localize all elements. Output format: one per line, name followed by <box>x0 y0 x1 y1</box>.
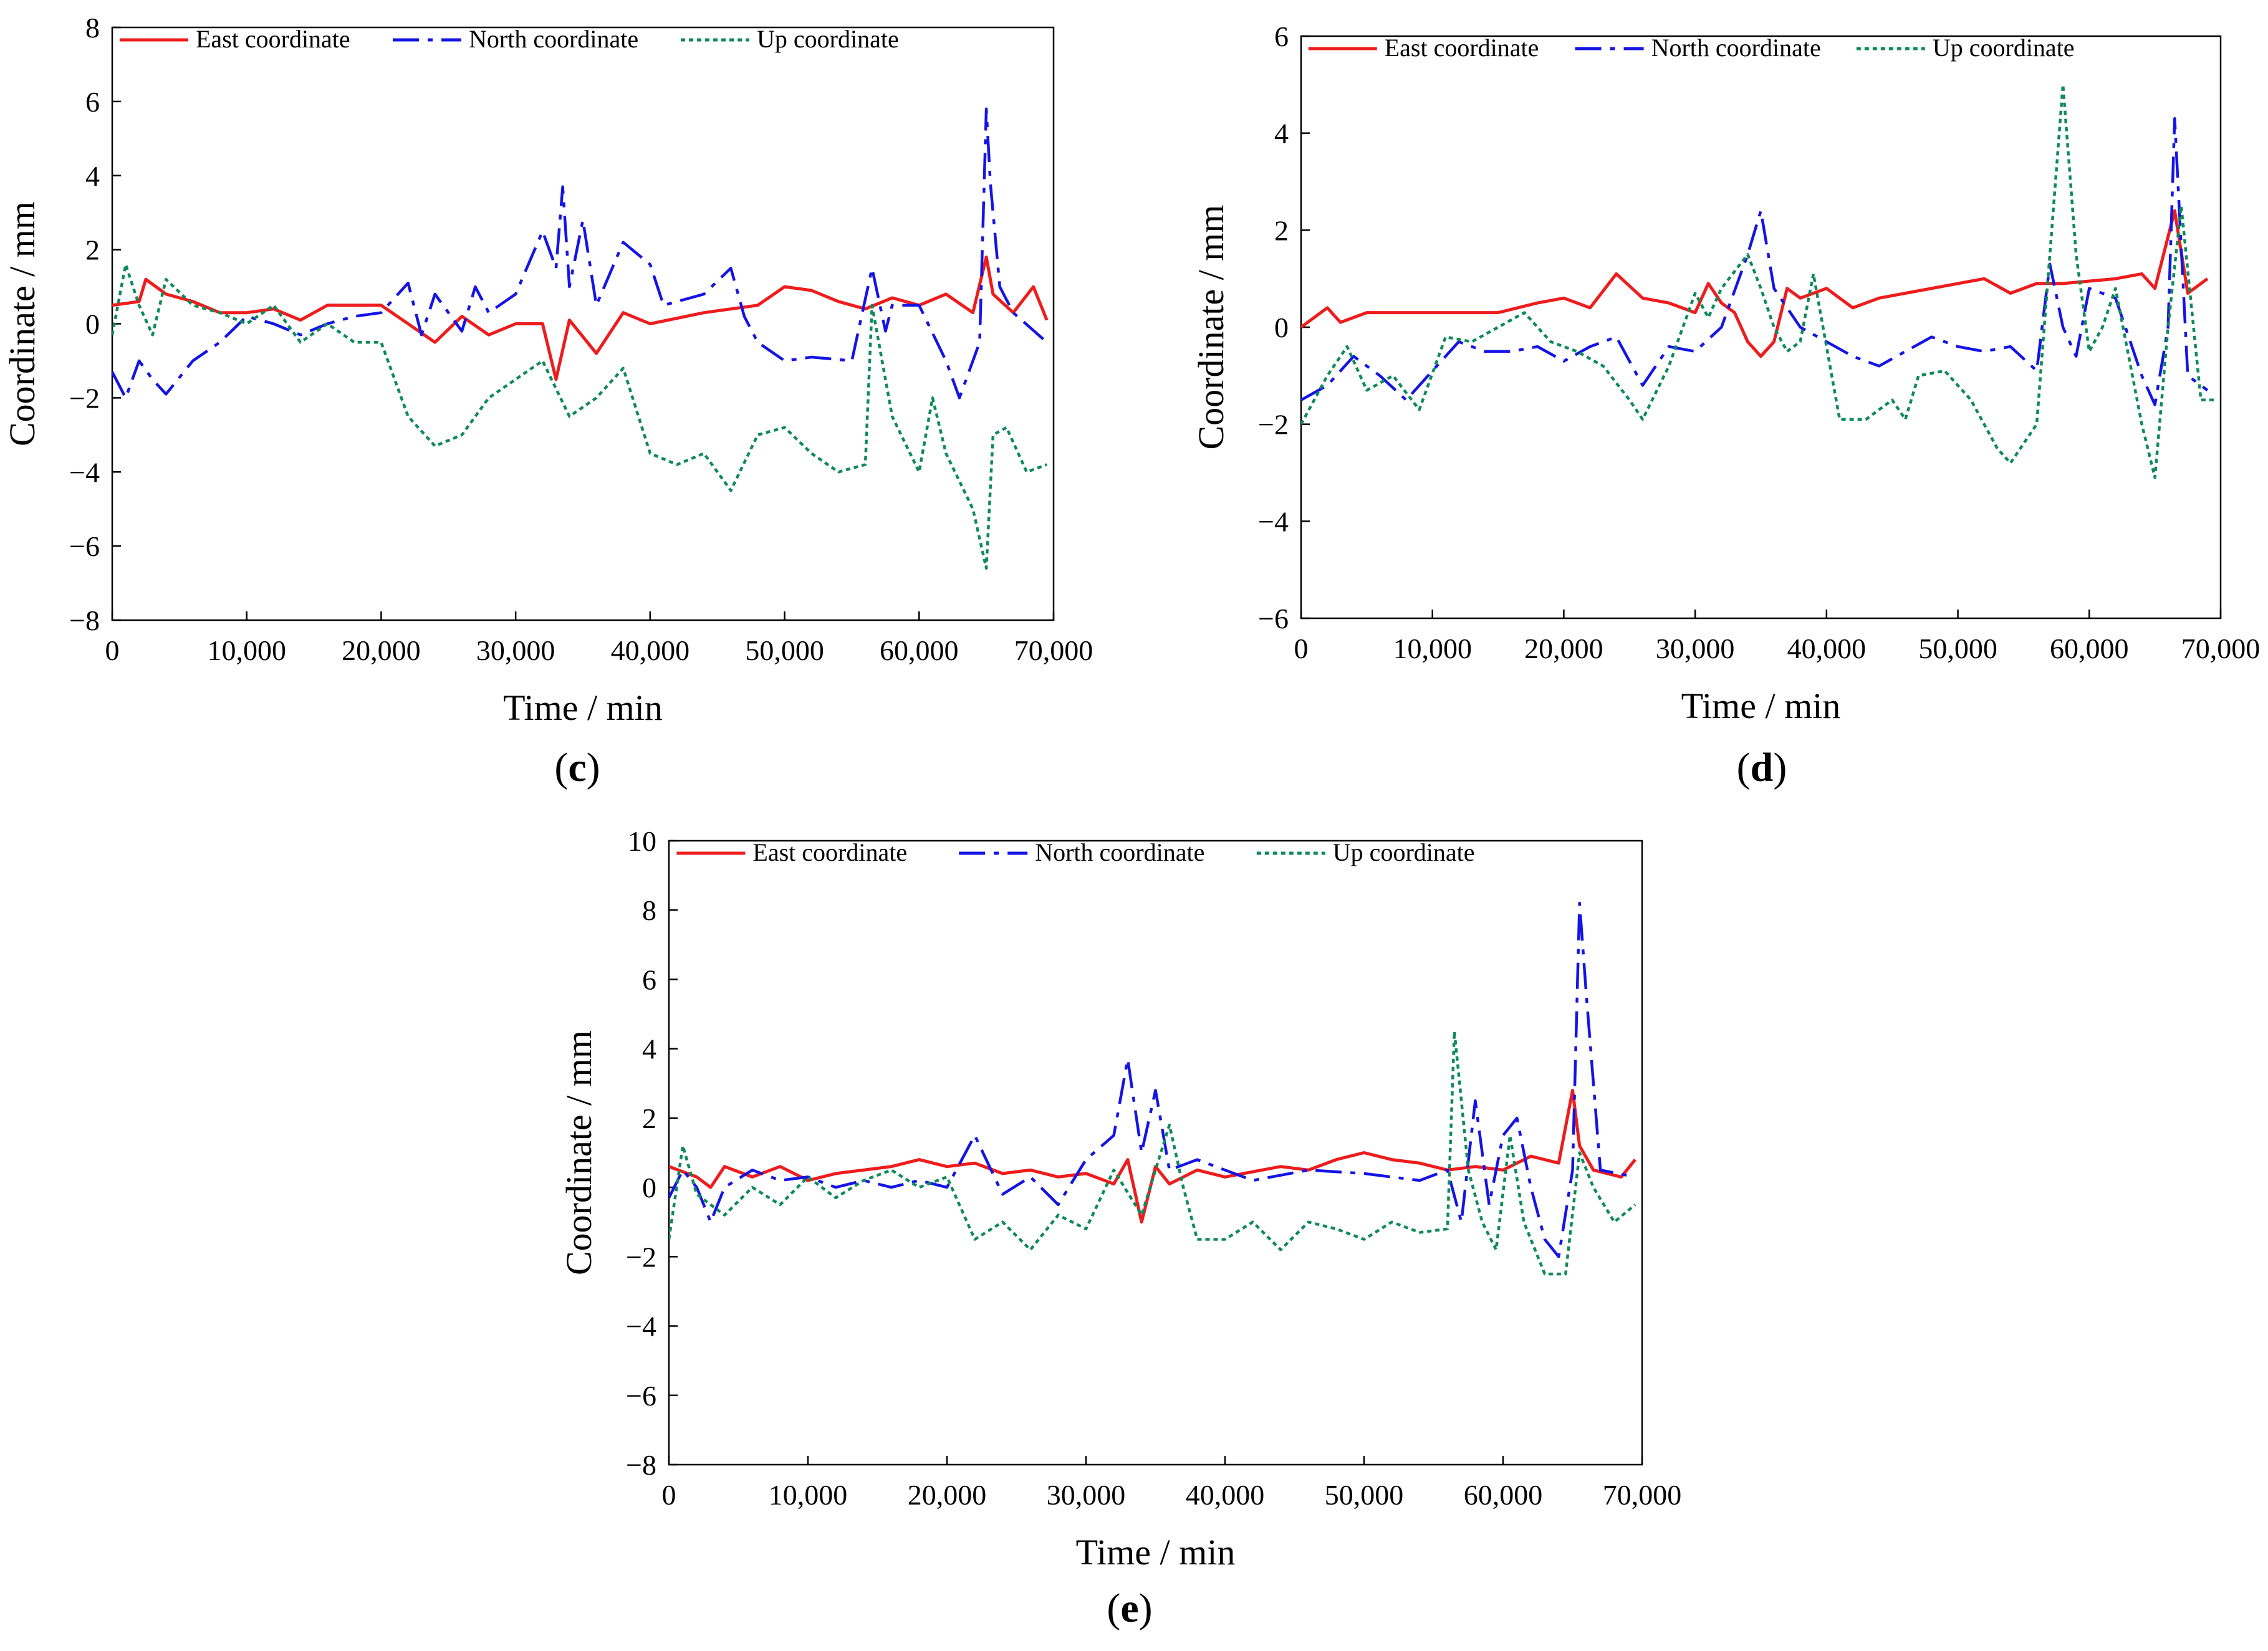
y-tick-label: 4 <box>642 1033 656 1065</box>
plot-frame <box>668 840 1643 1466</box>
y-tick-label: −2 <box>69 382 100 414</box>
series-line-east <box>112 256 1049 381</box>
x-tick-label: 0 <box>1294 633 1309 664</box>
x-axis-label: Time / min <box>503 687 663 728</box>
legend-label-up: Up coordinate <box>757 25 899 53</box>
x-tick-label: 0 <box>105 634 120 666</box>
y-tick-label: −6 <box>69 530 100 562</box>
x-tick-label: 70,000 <box>1603 1479 1682 1511</box>
series-line-up <box>112 263 1047 570</box>
x-tick-label: 10,000 <box>769 1479 848 1511</box>
x-tick-label: 60,000 <box>880 634 959 666</box>
panel-label-letter: d <box>1751 745 1774 790</box>
y-tick-label: −2 <box>626 1241 656 1273</box>
x-axis-label: Time / min <box>1681 686 1841 726</box>
y-axis-label: Coordinate / mm <box>559 1030 599 1275</box>
x-tick-label: 50,000 <box>1325 1479 1404 1511</box>
panel-label-close: ) <box>587 745 600 790</box>
series-group <box>669 901 1636 1276</box>
legend-label-north: North coordinate <box>1651 34 1821 62</box>
x-tick-label: 0 <box>662 1479 676 1511</box>
legend-label-east: East coordinate <box>196 25 350 53</box>
y-tick-label: 8 <box>642 894 656 926</box>
x-tick-label: 70,000 <box>1014 634 1093 666</box>
panel-label: (d) <box>1737 745 1787 790</box>
panel-d: 0 10,000 20,000 30,000 40,000 50,000 60,000 70,… <box>1191 21 2260 790</box>
x-tick-label: 70,000 <box>2181 633 2261 664</box>
y-tick-label: −6 <box>626 1380 656 1412</box>
series-line-east <box>1301 209 2209 358</box>
plot-frame <box>111 26 1055 621</box>
x-tick-label: 60,000 <box>1464 1479 1543 1511</box>
x-tick-label: 20,000 <box>342 634 421 666</box>
x-tick-label: 40,000 <box>611 634 690 666</box>
legend-label-east: East coordinate <box>752 838 907 866</box>
legend-label-east: East coordinate <box>1385 34 1539 62</box>
panel-c: 0 10,000 20,000 30,000 40,000 50,000 60,000 70,… <box>2 12 1093 790</box>
y-tick-label: 6 <box>1274 21 1289 52</box>
panel-label: (c) <box>554 745 600 790</box>
panel-label-close: ) <box>1139 1586 1153 1631</box>
panel-label: (e) <box>1107 1586 1152 1631</box>
y-tick-label: −4 <box>69 456 100 488</box>
x-tick-label: 50,000 <box>1918 633 1997 664</box>
x-tick-label: 10,000 <box>207 634 286 666</box>
y-tick-label: 4 <box>85 160 100 192</box>
y-tick-label: −4 <box>626 1311 656 1342</box>
x-tick-label: 30,000 <box>476 634 555 666</box>
legend-label-north: North coordinate <box>1035 838 1204 866</box>
y-tick-label: 2 <box>642 1103 656 1134</box>
x-tick-label: 40,000 <box>1186 1479 1265 1511</box>
series-line-north <box>112 107 1048 400</box>
y-tick-label: 6 <box>85 86 100 118</box>
y-tick-label: −8 <box>69 605 100 636</box>
series-line-north <box>1301 117 2209 406</box>
y-tick-label: 2 <box>1274 214 1289 246</box>
y-tick-label: 2 <box>85 234 100 266</box>
y-tick-label: 0 <box>642 1172 656 1204</box>
x-tick-label: 40,000 <box>1787 633 1867 664</box>
panel-label-letter: e <box>1120 1586 1138 1631</box>
x-tick-label: 60,000 <box>2050 633 2129 664</box>
x-tick-label: 20,000 <box>908 1479 987 1511</box>
panel-e: 0 10,000 20,000 30,000 40,000 50,000 60,000 70,… <box>559 825 1681 1631</box>
series-group <box>1301 83 2214 479</box>
y-tick-label: 4 <box>1274 118 1289 150</box>
x-tick-label: 30,000 <box>1047 1479 1126 1511</box>
panel-label-close: ) <box>1773 745 1787 790</box>
y-tick-label: 10 <box>628 825 656 857</box>
y-tick-label: −4 <box>1258 505 1289 537</box>
legend-label-up: Up coordinate <box>1333 838 1475 866</box>
panel-label-open: ( <box>1737 745 1751 790</box>
panel-label-open: ( <box>554 745 568 790</box>
legend-label-up: Up coordinate <box>1933 34 2075 62</box>
x-tick-label: 10,000 <box>1393 633 1472 664</box>
x-axis-label: Time / min <box>1076 1532 1236 1572</box>
x-tick-label: 20,000 <box>1524 633 1603 664</box>
x-tick-label: 30,000 <box>1656 633 1735 664</box>
y-tick-label: −2 <box>1258 409 1289 441</box>
plot-frame <box>1300 35 2222 620</box>
y-tick-label: 0 <box>1274 312 1289 343</box>
series-line-up <box>1301 83 2214 479</box>
series-line-up <box>669 1030 1636 1276</box>
legend-label-north: North coordinate <box>469 25 638 53</box>
y-axis-label: Coordinate / mm <box>2 201 42 446</box>
x-tick-label: 50,000 <box>745 634 824 666</box>
series-line-north <box>669 901 1636 1258</box>
panel-label-open: ( <box>1107 1586 1120 1631</box>
y-axis-label: Coordinate / mm <box>1191 204 1231 449</box>
y-tick-label: 0 <box>85 309 100 340</box>
y-tick-label: −8 <box>626 1449 656 1481</box>
panel-label-letter: c <box>568 745 586 790</box>
y-tick-label: −6 <box>1258 603 1289 634</box>
series-group <box>112 107 1049 570</box>
y-tick-label: 8 <box>85 12 100 44</box>
y-tick-label: 6 <box>642 964 656 995</box>
